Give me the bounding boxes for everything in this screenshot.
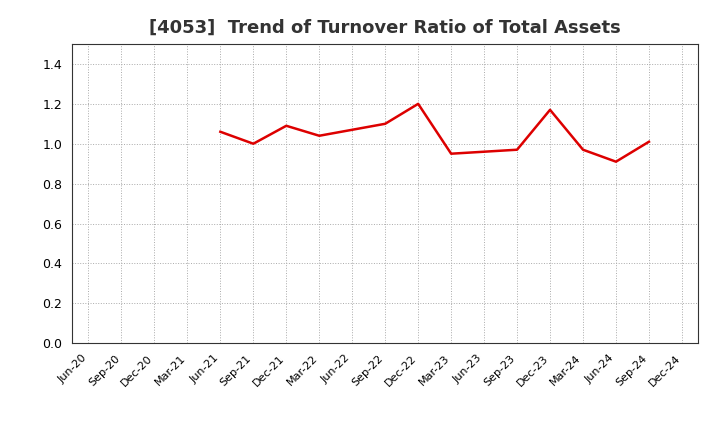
Title: [4053]  Trend of Turnover Ratio of Total Assets: [4053] Trend of Turnover Ratio of Total … (149, 19, 621, 37)
